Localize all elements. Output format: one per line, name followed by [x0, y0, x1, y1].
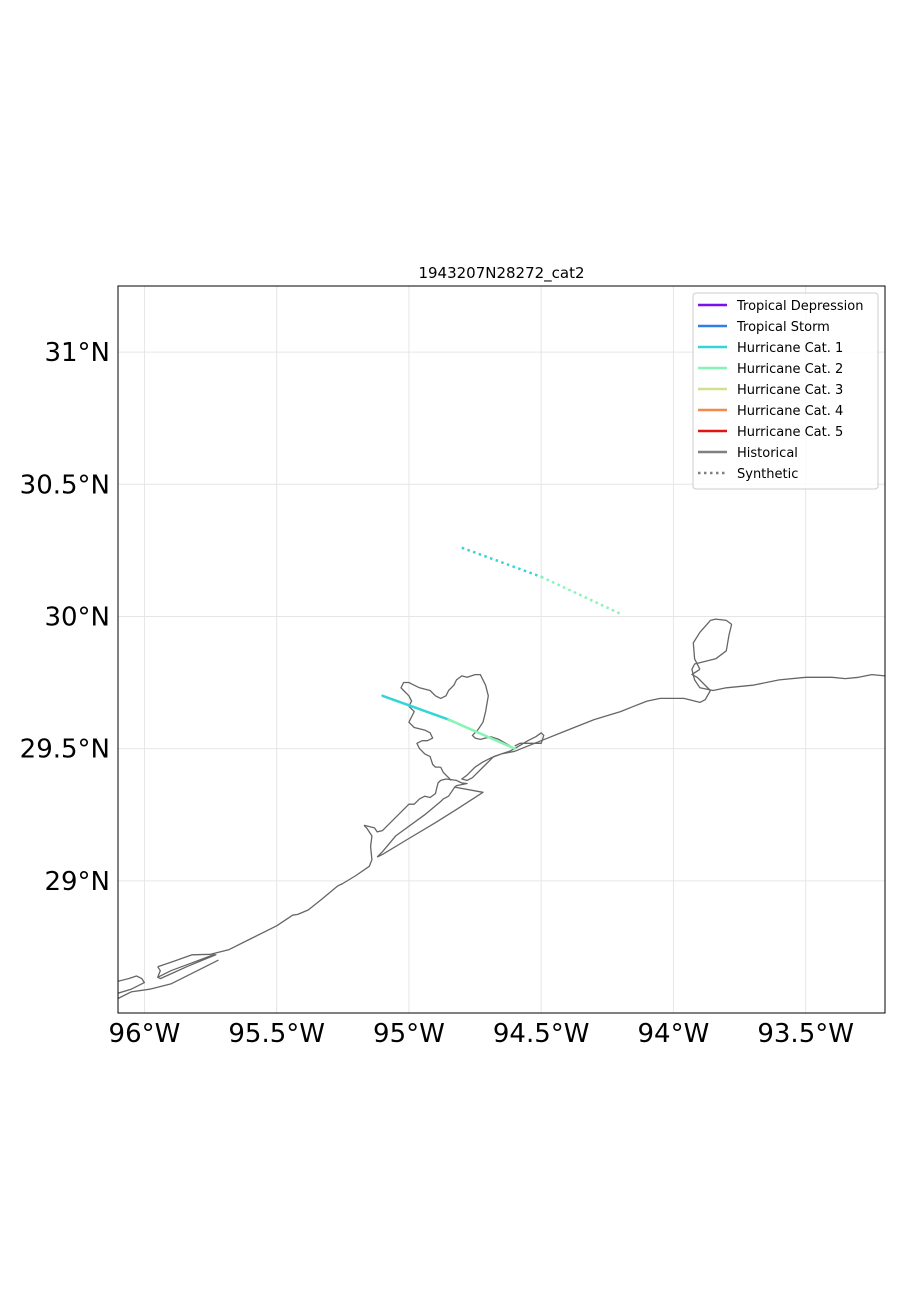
legend-label: Tropical Depression [736, 299, 863, 314]
axis-tick-labels: 96°W 95.5°W 95°W 94.5°W 94°W 93.5°W 29°N 29.5°N… [20, 338, 854, 1049]
legend: Tropical Depression Tropical Storm Hurrica… [692, 292, 879, 490]
x-tick-label: 96°W [109, 1019, 181, 1049]
coastline [118, 975, 146, 994]
synthetic-track-segment [540, 575, 622, 615]
legend-label: Historical [737, 446, 798, 461]
coastline [118, 959, 219, 1000]
legend-label: Hurricane Cat. 5 [737, 425, 843, 440]
legend-box [692, 292, 879, 490]
coastline-layer [118, 618, 885, 1000]
legend-label: Synthetic [737, 467, 798, 482]
x-tick-label: 95.5°W [228, 1019, 325, 1049]
legend-label: Tropical Storm [736, 320, 830, 335]
y-tick-label: 31°N [44, 338, 110, 368]
legend-label: Hurricane Cat. 1 [737, 341, 843, 356]
coastline [461, 668, 712, 782]
historical-track-segment [381, 694, 450, 721]
x-tick-label: 94°W [638, 1019, 710, 1049]
storm-track-layer [381, 546, 622, 750]
historical-track-segment [447, 718, 516, 750]
y-tick-label: 30°N [44, 602, 110, 632]
legend-label: Hurricane Cat. 3 [737, 383, 843, 398]
y-tick-label: 30.5°N [20, 470, 110, 500]
plot-frame [117, 285, 886, 1014]
y-tick-label: 29°N [44, 867, 110, 897]
x-tick-label: 93.5°W [757, 1019, 854, 1049]
x-tick-label: 95°W [373, 1019, 445, 1049]
legend-label: Hurricane Cat. 4 [737, 404, 843, 419]
coastline [157, 954, 217, 980]
legend-label: Hurricane Cat. 2 [737, 362, 843, 377]
coastline [400, 673, 516, 768]
y-tick-label: 29.5°N [20, 735, 110, 765]
coastline [440, 766, 452, 781]
x-tick-label: 94.5°W [493, 1019, 590, 1049]
coastline [363, 778, 468, 858]
coastline [514, 732, 545, 750]
coastline [157, 824, 373, 968]
coastline [691, 618, 885, 692]
synthetic-track-segment [461, 546, 542, 578]
coastline [376, 786, 484, 858]
map-title: 1943207N28272_cat2 [418, 264, 584, 283]
